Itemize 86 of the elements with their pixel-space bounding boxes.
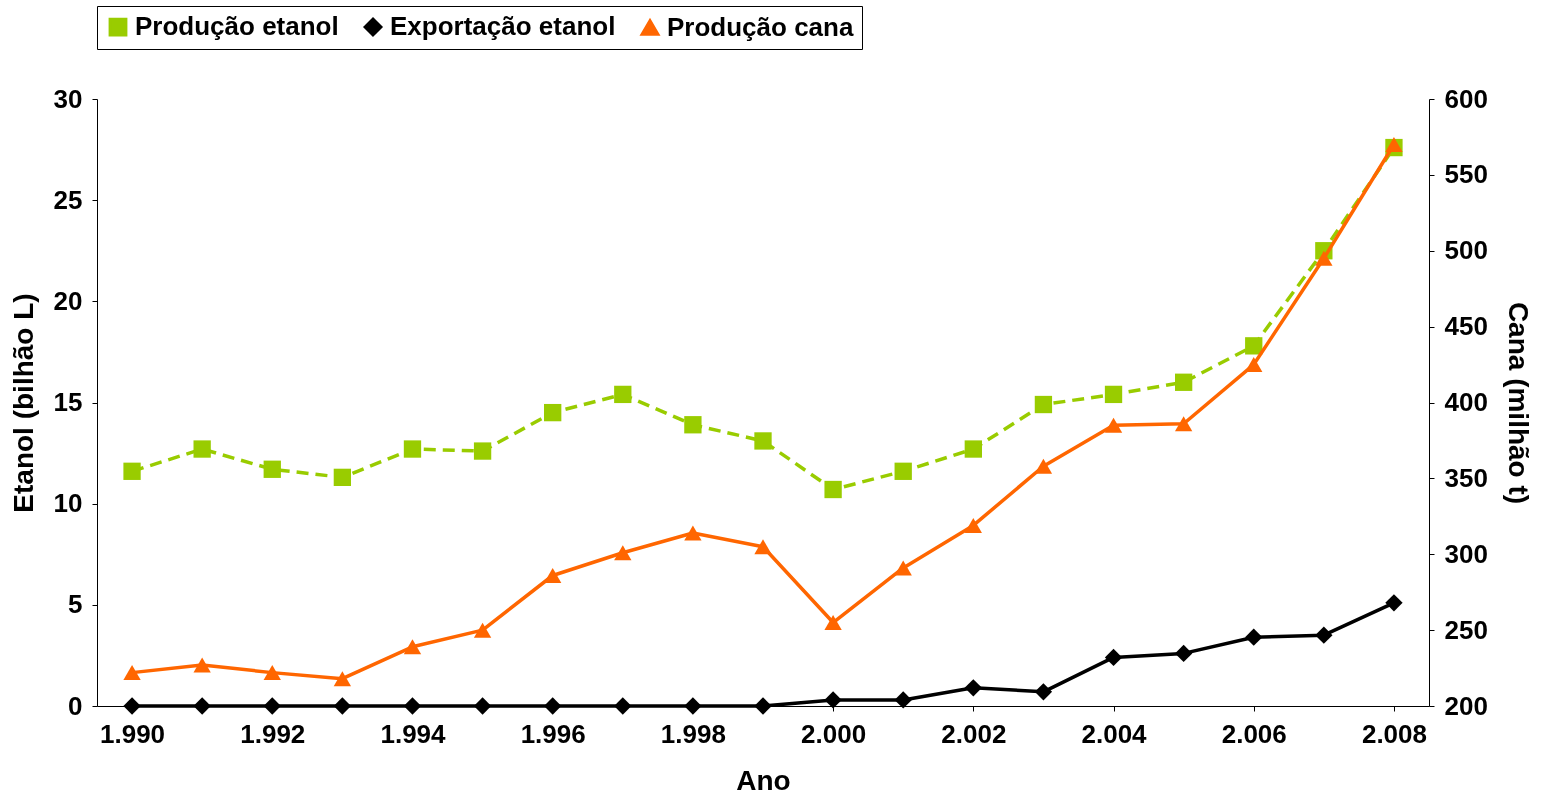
point xyxy=(1174,373,1193,391)
y-tick-label: 10 xyxy=(53,488,83,519)
point xyxy=(684,525,702,541)
point xyxy=(1315,250,1333,266)
point xyxy=(1385,137,1403,153)
y-tick-label: 15 xyxy=(53,387,83,417)
y-tick-label: 20 xyxy=(53,285,83,316)
x-axis-title: Ano xyxy=(736,764,791,796)
point xyxy=(333,468,352,487)
y-axis-title: Etanol (bilhão L) xyxy=(7,293,39,513)
x-tick-label: 1.998 xyxy=(660,718,726,749)
point xyxy=(614,545,632,561)
point xyxy=(1245,337,1263,355)
x-tick-label: 1.992 xyxy=(240,718,306,749)
x-tick-label: 1.996 xyxy=(520,718,586,749)
point xyxy=(473,622,492,638)
point xyxy=(1104,417,1123,433)
y2-tick-label: 500 xyxy=(1444,235,1488,266)
y-tick-label: 25 xyxy=(53,184,83,215)
point xyxy=(894,462,912,480)
y2-tick-label: 450 xyxy=(1444,311,1488,342)
legend-label: Exportação etanol xyxy=(390,11,616,42)
x-tick-label: 2.004 xyxy=(1081,718,1148,749)
point xyxy=(824,615,842,631)
point xyxy=(1104,648,1123,667)
y-tick-label: 0 xyxy=(68,690,83,721)
point xyxy=(1385,594,1403,612)
point xyxy=(824,480,842,499)
legend-label: Produção etanol xyxy=(135,11,339,42)
point xyxy=(1174,644,1193,663)
point xyxy=(123,665,141,681)
point xyxy=(1245,357,1263,373)
point xyxy=(754,432,772,450)
point xyxy=(684,416,702,434)
point xyxy=(1315,626,1333,644)
point xyxy=(333,697,352,715)
x-tick-label: 1.994 xyxy=(380,718,447,749)
point xyxy=(263,460,281,478)
point xyxy=(964,440,982,458)
point xyxy=(403,639,422,655)
y2-tick-label: 350 xyxy=(1444,462,1488,493)
point xyxy=(123,462,141,480)
y2-tick-label: 300 xyxy=(1444,538,1488,569)
point xyxy=(1245,628,1263,646)
point xyxy=(1034,683,1053,701)
point xyxy=(1104,385,1123,404)
x-tick-label: 2.008 xyxy=(1361,718,1427,749)
point xyxy=(544,697,562,715)
point xyxy=(614,385,632,404)
y2-tick-label: 600 xyxy=(1444,83,1488,114)
point xyxy=(263,665,281,681)
y-tick-label: 30 xyxy=(53,83,83,114)
point xyxy=(473,442,492,460)
point xyxy=(684,697,702,715)
point xyxy=(754,697,772,715)
x-tick-label: 2.000 xyxy=(801,718,867,749)
point xyxy=(614,697,632,715)
point xyxy=(403,697,422,715)
point xyxy=(964,517,982,533)
y2-tick-label: 200 xyxy=(1444,690,1488,721)
point xyxy=(403,440,422,458)
point xyxy=(894,691,912,709)
point xyxy=(333,671,352,687)
y-tick-label: 5 xyxy=(68,589,83,620)
point xyxy=(754,539,772,555)
y2-tick-label: 250 xyxy=(1444,614,1488,645)
x-tick-label: 2.002 xyxy=(941,718,1007,749)
point xyxy=(1174,416,1193,432)
point xyxy=(544,567,562,583)
point xyxy=(123,697,141,715)
point xyxy=(193,657,211,673)
point xyxy=(473,697,492,715)
point xyxy=(193,697,211,715)
x-tick-label: 1.990 xyxy=(100,718,166,749)
point xyxy=(824,691,842,709)
x-tick-label: 2.006 xyxy=(1221,718,1287,749)
y2-tick-label: 400 xyxy=(1444,387,1488,417)
point xyxy=(1034,395,1053,414)
legend-label: Produção cana xyxy=(667,11,854,42)
point xyxy=(263,697,281,715)
point xyxy=(193,440,211,458)
y2-axis-title: Cana (milhão t) xyxy=(1502,301,1534,505)
point xyxy=(964,679,982,697)
y2-tick-label: 550 xyxy=(1444,159,1488,190)
point xyxy=(544,403,562,422)
point xyxy=(894,560,912,576)
